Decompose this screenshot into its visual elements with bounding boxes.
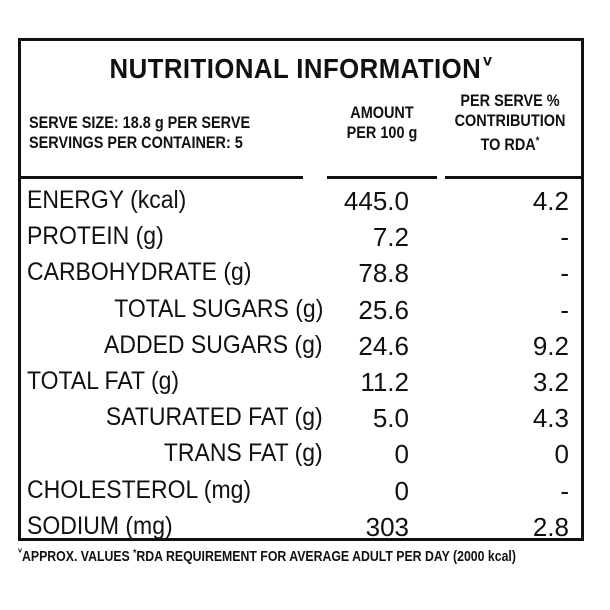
amount-per-100g: 24.6 xyxy=(358,330,409,361)
nutrient-name: TRANS FAT (g) xyxy=(164,439,323,468)
nutrient-name: PROTEIN (g) xyxy=(27,222,164,251)
amount-per-100g: 7.2 xyxy=(372,222,409,253)
header-divider-nutrient xyxy=(21,176,303,179)
nutrient-table: ENERGY (kcal) 445.0 4.2 PROTEIN (g) 7.2- CARB… xyxy=(21,182,581,544)
nutrition-panel: NUTRITIONAL INFORMATIONⱽ SERVE SIZE: 18.… xyxy=(18,38,584,544)
table-row: CHOLESTEROL (mg) 0 - xyxy=(21,472,581,508)
table-row: SATURATED FAT (g) 5.0 4.3 xyxy=(21,399,581,435)
nutrient-name: ADDED SUGARS (g) xyxy=(104,330,323,359)
amount-header-line2: PER 100 g xyxy=(346,123,418,142)
rda-percent: 9.2 xyxy=(532,330,569,361)
rda-percent: 0 xyxy=(554,439,569,470)
nutrient-name: TOTAL FAT (g) xyxy=(27,366,180,395)
table-row: TOTAL SUGARS (g) 25.6 - xyxy=(21,291,581,327)
rda-percent: 3.2 xyxy=(532,366,569,397)
rda-header-line1: PER SERVE % xyxy=(460,91,560,110)
rda-percent: - xyxy=(560,258,569,289)
footnote-approx: APPROX. VALUES xyxy=(21,548,130,565)
amount-column-header: AMOUNT PER 100 g xyxy=(332,103,432,143)
rda-percent: 4.3 xyxy=(532,403,569,434)
approx-marker-icon: ⱽ xyxy=(483,55,493,77)
rda-percent: - xyxy=(560,222,569,253)
table-row: CARBOHYDRATE (g) 78.8 - xyxy=(21,254,581,290)
serving-info: SERVE SIZE: 18.8 g PER SERVE SERVINGS PE… xyxy=(29,113,250,153)
serve-size: SERVE SIZE: 18.8 g PER SERVE xyxy=(29,113,251,132)
amount-per-100g: 303 xyxy=(365,511,409,542)
amount-header-line1: AMOUNT xyxy=(350,103,414,122)
header-divider-amount xyxy=(327,176,437,179)
rda-percent: 2.8 xyxy=(532,511,569,542)
panel-title: NUTRITIONAL INFORMATIONⱽ xyxy=(43,53,558,85)
nutrient-name: ENERGY (kcal) xyxy=(27,186,187,214)
amount-per-100g: 0 xyxy=(394,439,409,470)
nutrient-name: TOTAL SUGARS (g) xyxy=(113,294,323,323)
table-row: ADDED SUGARS (g) 24.6 9.2 xyxy=(21,327,581,363)
rda-column-header: PER SERVE % CONTRIBUTION TO RDA* xyxy=(450,91,571,155)
footnote-approx-mark: ⱽ xyxy=(18,548,22,559)
title-text: NUTRITIONAL INFORMATION xyxy=(109,53,482,84)
table-row: ENERGY (kcal) 445.0 4.2 xyxy=(21,182,581,218)
footnote: ⱽAPPROX. VALUES *RDA REQUIREMENT FOR AVE… xyxy=(18,548,516,565)
amount-per-100g: 78.8 xyxy=(358,258,409,289)
amount-per-100g: 25.6 xyxy=(358,294,409,325)
nutrient-name: CARBOHYDRATE (g) xyxy=(27,258,252,287)
nutrient-name: SATURATED FAT (g) xyxy=(106,403,323,432)
nutrient-name: CHOLESTEROL (mg) xyxy=(27,475,252,504)
amount-per-100g: 5.0 xyxy=(372,403,409,434)
footnote-rda-mark: * xyxy=(133,548,137,559)
header-divider-rda xyxy=(445,176,581,179)
nutrient-name: SODIUM (mg) xyxy=(27,511,173,540)
rda-percent: - xyxy=(560,475,569,506)
amount-per-100g: 0 xyxy=(394,475,409,506)
rda-percent: - xyxy=(560,294,569,325)
rda-header-line2: CONTRIBUTION xyxy=(454,111,566,130)
amount-per-100g: 445.0 xyxy=(343,186,409,216)
footnote-rda: RDA REQUIREMENT FOR AVERAGE ADULT PER DA… xyxy=(136,548,516,565)
amount-per-100g: 11.2 xyxy=(360,366,409,397)
table-row: TOTAL FAT (g) 11.2 3.2 xyxy=(21,363,581,399)
rda-header-line3: TO RDA xyxy=(480,135,536,154)
rda-percent: 4.2 xyxy=(532,186,569,216)
table-row: TRANS FAT (g) 0 0 xyxy=(21,435,581,471)
servings-per-container: SERVINGS PER CONTAINER: 5 xyxy=(29,133,243,152)
rda-header-mark: * xyxy=(535,135,540,147)
table-row: SODIUM (mg) 303 2.8 xyxy=(21,508,581,544)
table-row: PROTEIN (g) 7.2 - xyxy=(21,218,581,254)
